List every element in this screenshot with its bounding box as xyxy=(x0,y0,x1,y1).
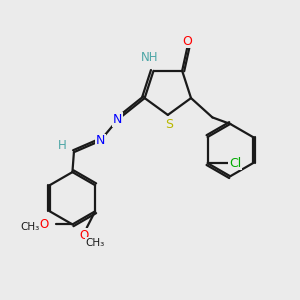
Text: N: N xyxy=(95,134,105,147)
Text: NH: NH xyxy=(141,51,159,64)
Text: CH₃: CH₃ xyxy=(85,238,105,248)
Text: S: S xyxy=(165,118,173,131)
Text: H: H xyxy=(58,139,67,152)
Text: N: N xyxy=(113,113,123,126)
Text: O: O xyxy=(183,34,192,48)
Text: Cl: Cl xyxy=(229,157,242,170)
Text: O: O xyxy=(39,218,48,231)
Text: O: O xyxy=(80,229,89,242)
Text: CH₃: CH₃ xyxy=(20,222,40,232)
